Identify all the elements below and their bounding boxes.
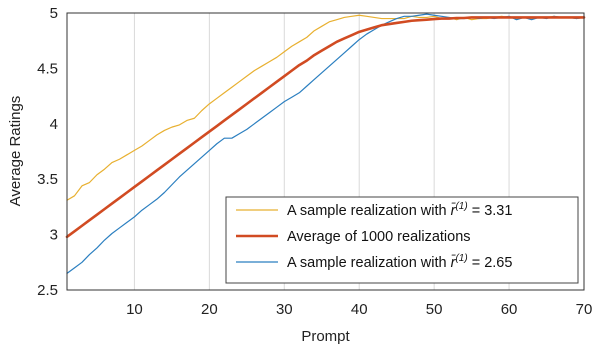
y-tick-label: 4 [50, 116, 58, 133]
legend: A sample realization with r̄(1) = 3.31Av… [225, 196, 579, 284]
x-tick-label: 40 [351, 301, 368, 318]
x-axis-label: Prompt [301, 328, 350, 345]
y-axis-label: Average Ratings [7, 96, 24, 207]
legend-prefix: A sample realization with [287, 203, 451, 219]
y-tick-label: 2.5 [37, 282, 58, 299]
legend-label-1: A sample realization with r̄(1) = 3.31 [287, 201, 512, 219]
x-tick-label: 50 [426, 301, 443, 318]
x-tick-label: 70 [576, 301, 592, 318]
x-tick-label: 60 [501, 301, 518, 318]
legend-rbar: r̄ [451, 203, 457, 219]
plot-frame [66, 12, 585, 291]
x-tick-label: 30 [276, 301, 293, 318]
x-axis-ticks: 10 20 30 40 50 60 70 [126, 301, 592, 318]
series-lines [65, 13, 586, 274]
y-tick-label: 5 [50, 5, 58, 22]
legend-box [225, 196, 579, 284]
series-line-2 [65, 16, 586, 239]
x-tick-label: 20 [201, 301, 218, 318]
legend-value: 3.31 [484, 203, 512, 219]
legend-label-2: Average of 1000 realizations [287, 229, 471, 245]
y-axis-ticks: 2.5 3 3.5 4 4.5 5 [37, 5, 58, 299]
y-tick-label: 3.5 [37, 171, 58, 188]
legend-equals: = [468, 255, 485, 271]
y-tick-label: 4.5 [37, 60, 58, 77]
legend-label-3: A sample realization with r̄(1) = 2.65 [287, 253, 512, 271]
grid-lines [133, 13, 510, 290]
legend-equals: = [468, 203, 485, 219]
x-tick-label: 10 [126, 301, 143, 318]
legend-prefix: A sample realization with [287, 255, 451, 271]
legend-superscript: (1) [455, 201, 467, 212]
legend-rbar: r̄ [451, 255, 457, 271]
legend-value: 2.65 [484, 255, 512, 271]
y-tick-label: 3 [50, 227, 58, 244]
legend-superscript: (1) [455, 253, 467, 264]
